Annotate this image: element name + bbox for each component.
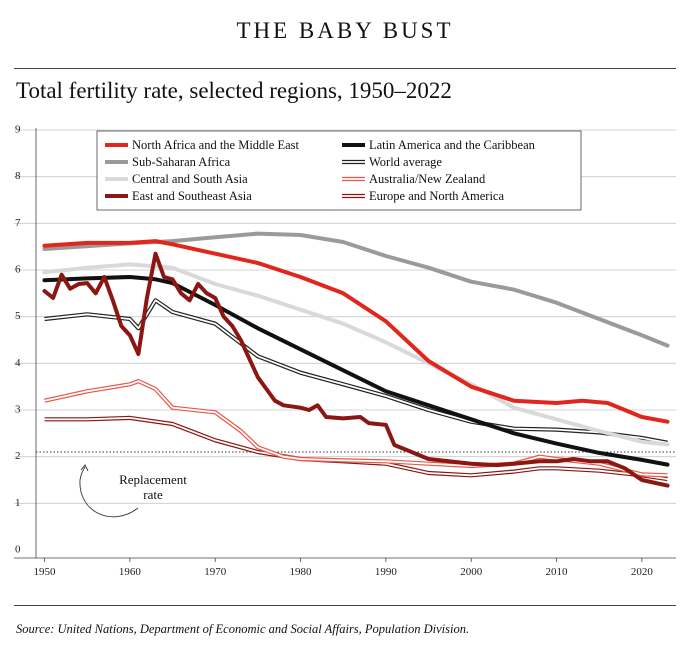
series-line-inner-australia-new-zealand [44,380,668,477]
legend-label: North Africa and the Middle East [132,138,299,152]
x-tick-label: 1950 [34,566,57,578]
y-tick-label: 8 [15,170,21,182]
annotation-arrow [79,466,139,518]
series-line-world-average [44,298,668,445]
bottom-divider [14,605,676,606]
legend-box [96,130,582,211]
legend-label: Sub-Saharan Africa [132,155,231,169]
annotation-label: Replacement [119,472,187,487]
annotation-label: rate [143,487,163,502]
y-tick-label: 7 [15,217,21,229]
legend: North Africa and the Middle East Sub-Saha… [96,130,582,211]
legend-label: Australia/New Zealand [369,172,486,186]
legend-label: Latin America and the Caribbean [369,138,536,152]
series-line-north-africa-and-the-middle-east [42,239,670,424]
x-tick-label: 2000 [460,566,483,578]
y-tick-label: 4 [15,357,21,369]
series-line-inner-europe-and-north-america [44,417,668,480]
y-tick-label: 2 [15,450,21,462]
x-tick-labels: 1950 1960 1970 1980 1990 2000 2010 2020 [34,558,654,578]
source-note: Source: United Nations, Department of Ec… [16,622,470,636]
legend-label: Central and South Asia [132,172,248,186]
y-tick-label: 9 [15,124,21,136]
series-line-sub-saharan-africa [42,231,670,348]
top-divider [14,68,676,69]
x-tick-label: 2010 [546,566,569,578]
x-tick-label: 1990 [375,566,398,578]
series-line-east-and-southeast-asia [42,251,670,488]
annotation-arrowhead [80,464,89,472]
legend-label: Europe and North America [369,189,504,203]
page-kicker: THE BABY BUST [236,18,454,43]
series-line-latin-america-and-the-caribbean [42,275,670,467]
x-tick-label: 1960 [119,566,142,578]
y-tick-label: 6 [15,264,21,276]
x-tick-label: 1970 [204,566,227,578]
legend-label: East and Southeast Asia [132,189,252,203]
y-tick-label: 5 [15,310,21,322]
x-tick-label: 1980 [290,566,313,578]
y-tick-label: 1 [15,497,21,509]
series-lines [42,231,670,488]
y-tick-label: 0 [15,544,21,556]
chart-title: Total fertility rate, selected regions, … [16,78,452,103]
x-tick-label: 2020 [631,566,654,578]
legend-label: World average [369,155,442,169]
series-line-inner-world-average [44,299,668,444]
y-tick-label: 3 [15,404,21,416]
y-tick-labels: 0 1 2 3 4 5 6 7 8 9 [15,124,21,556]
